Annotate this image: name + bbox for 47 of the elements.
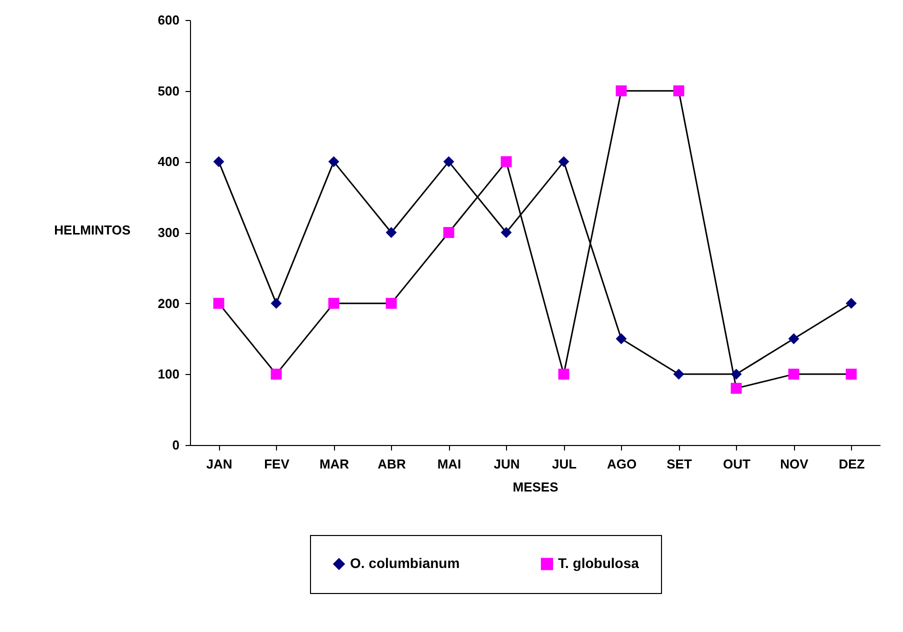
point: [328, 156, 340, 168]
x-tick-label: SET: [666, 456, 692, 472]
point: [558, 156, 570, 168]
point: [213, 156, 224, 168]
x-tick-label: ABR: [378, 456, 406, 472]
point: [846, 368, 857, 380]
y-tick-label: 0: [172, 438, 180, 452]
x-tick-label: OUT: [723, 456, 751, 472]
point: [673, 368, 684, 380]
legend-label: T. globulosa: [558, 555, 640, 571]
point: [270, 368, 282, 380]
point: [443, 156, 454, 168]
y-tick-label: 400: [158, 154, 180, 170]
y-tick-label: 200: [158, 296, 180, 311]
x-tick-label: FEV: [264, 456, 290, 472]
y-tick-label: 600: [158, 12, 180, 28]
point: [213, 298, 224, 309]
point: [443, 227, 454, 238]
point: [500, 156, 512, 168]
point: [730, 382, 742, 394]
point: [386, 227, 397, 238]
point: [788, 368, 800, 380]
x-tick-label: JAN: [206, 456, 232, 472]
x-tick-label: NOV: [780, 456, 809, 472]
y-axis-title: HELMINTOS: [54, 222, 131, 238]
x-tick-label: JUL: [552, 456, 577, 472]
point: [846, 298, 857, 309]
point: [616, 333, 627, 344]
y-tick-label: 500: [158, 83, 180, 98]
x-tick-label: MAR: [319, 456, 350, 472]
x-tick-label: MAI: [437, 456, 462, 472]
point: [328, 298, 340, 309]
point: [788, 333, 800, 344]
x-axis-title: MESES: [512, 480, 559, 494]
y-tick-label: 300: [158, 225, 180, 240]
point: [386, 298, 397, 309]
x-tick-label: AGO: [606, 456, 637, 472]
x-tick-label: JUN: [494, 456, 520, 472]
y-tick-label: 100: [158, 366, 180, 382]
point: [730, 368, 742, 380]
legend-label: O. columbianum: [350, 555, 460, 571]
point: [500, 227, 512, 238]
point: [558, 368, 570, 380]
x-tick-label: DEZ: [838, 456, 865, 472]
point: [270, 298, 282, 309]
point: [616, 85, 627, 96]
point: [673, 85, 684, 96]
